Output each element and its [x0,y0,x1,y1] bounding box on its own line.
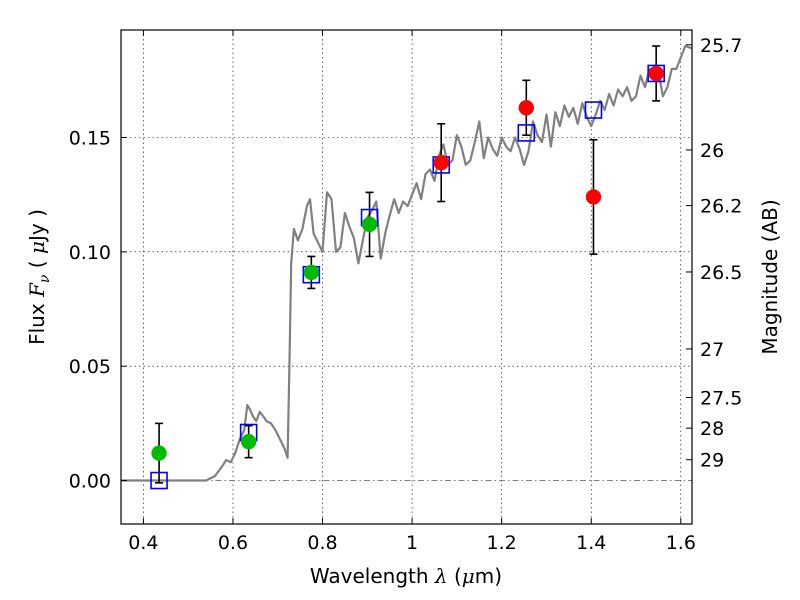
photometry-point [361,216,378,233]
photometry-point [151,445,167,461]
y2-tick-label: 27.5 [700,388,742,410]
y2-tick-label: 25.7 [700,35,742,57]
model-square-marker [584,101,603,119]
y2-axis-label: Magnitude (AB) [758,199,782,354]
x-tick-label: 0.6 [218,532,248,554]
x-tick-label: 0.8 [307,532,337,554]
y-tick-label: 0.10 [69,242,111,264]
plot-frame [120,29,693,525]
y2-tick-label: 29 [700,450,724,472]
model-square-marker [647,64,665,83]
photometry-point [518,100,535,116]
y2-tick-label: 26.2 [700,196,742,218]
model-spectrum [121,44,693,482]
x-tick-label: 1 [406,532,418,554]
axis-ticks: 0.4 0.6 0.8 1 1.2 1.4 1.6 0.00 0.05 0.10 0.15 25.7 2… [69,30,742,554]
y2-tick-label: 26 [700,140,724,162]
model-square-marker [517,124,536,142]
y2-tick-label: 26.5 [700,262,742,284]
photometry-point [240,433,257,450]
y2-tick-label: 28 [700,418,724,440]
y-axis-label: Flux Fν ( μJy ) [25,209,53,345]
photometry-point [585,189,602,205]
x-tick-label: 1.2 [487,532,517,554]
y-tick-label: 0.00 [69,471,111,493]
y-tick-label: 0.15 [69,127,111,149]
y2-tick-label: 27 [700,339,724,361]
x-tick-label: 0.4 [128,532,158,554]
photometry-point [433,154,449,171]
model-photometry-squares [150,64,665,490]
x-tick-label: 1.6 [666,532,696,554]
model-square-marker [150,471,168,490]
observed-photometry-points [151,65,664,461]
y-tick-label: 0.05 [69,356,111,378]
photometry-point [648,65,664,82]
x-axis-label: Wavelength λ (μm) [310,564,502,588]
x-tick-label: 1.4 [576,532,606,554]
photometry-point [303,264,320,281]
model-spectrum-line [121,44,693,482]
